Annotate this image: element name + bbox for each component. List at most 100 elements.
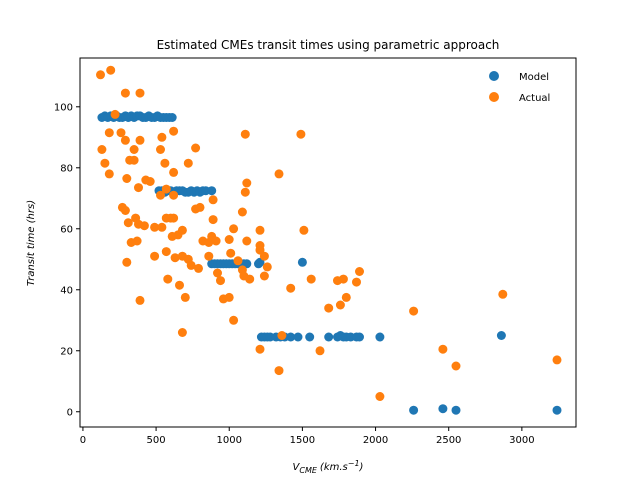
x-tick-label-3000: 3000 [509,435,534,446]
point-actual-31 [208,195,218,205]
x-axis-ticks: 0 500 1000 1500 2000 2500 3000 [80,427,535,446]
point-actual-4 [135,88,145,98]
point-actual-6 [100,158,110,168]
point-actual-69 [226,248,236,258]
x-tick-label-1500: 1500 [290,435,315,446]
legend-marker-model [489,71,499,81]
point-actual-26 [169,190,179,200]
point-actual-38 [139,221,149,231]
point-actual-98 [277,331,287,340]
point-actual-83 [229,315,239,325]
point-actual-16 [134,183,143,193]
point-actual-75 [237,207,247,217]
point-actual-5 [97,145,107,154]
point-actual-107 [409,306,419,316]
x-tick-label-500: 500 [147,435,166,446]
point-actual-32 [240,129,250,139]
point-actual-96 [255,344,265,354]
point-actual-3 [120,88,130,98]
point-actual-95 [315,346,325,356]
point-actual-68 [224,292,234,302]
point-actual-2 [110,109,120,119]
point-actual-87 [259,251,269,261]
point-actual-111 [552,355,562,365]
point-actual-70 [224,235,234,244]
point-actual-94 [306,274,316,284]
point-actual-9 [116,128,126,138]
point-actual-102 [338,274,348,284]
point-actual-14 [129,145,139,154]
x-axis-label-sub: CME [299,466,317,475]
y-tick-label-20: 20 [60,346,73,357]
point-actual-62 [208,215,218,225]
point-actual-45 [157,222,167,232]
y-axis-label: Transit time (hrs) [26,200,37,286]
point-actual-54 [170,253,180,263]
x-axis-label: VCME (km.s−1) [293,459,364,475]
point-actual-81 [180,292,190,302]
point-actual-90 [274,169,284,179]
point-actual-22 [169,126,179,136]
x-tick-label-2000: 2000 [363,435,388,446]
legend-marker-actual [489,92,499,102]
point-actual-13 [129,155,139,165]
x-axis-label-main: V [293,462,301,473]
point-actual-51 [167,231,177,241]
y-tick-label-60: 60 [60,224,73,235]
point-model-42 [207,186,217,196]
y-tick-label-40: 40 [60,285,73,296]
point-actual-80 [175,280,184,290]
point-model-78 [496,331,506,340]
y-tick-label-0: 0 [67,407,73,418]
point-actual-40 [126,238,136,247]
point-actual-103 [341,292,351,302]
point-actual-71 [229,224,239,234]
point-actual-88 [262,262,272,272]
point-actual-57 [186,260,196,270]
point-actual-109 [451,361,461,371]
point-actual-21 [160,158,170,168]
point-actual-106 [375,392,385,401]
point-actual-20 [156,145,165,154]
point-actual-52 [161,247,171,257]
point-actual-108 [438,344,448,354]
x-tick-label-1000: 1000 [217,435,242,446]
point-actual-25 [161,184,171,194]
point-actual-89 [259,271,269,281]
point-model-24 [167,113,177,122]
point-actual-72 [233,256,243,266]
x-tick-label-0: 0 [80,435,86,446]
point-model-77 [375,332,385,342]
point-actual-15 [135,135,145,145]
x-axis-label-sup: −1 [348,459,360,468]
point-actual-79 [242,178,252,188]
point-actual-42 [122,257,132,267]
point-actual-77 [242,236,252,246]
point-actual-91 [296,129,306,139]
y-axis-ticks: 0 20 40 60 80 100 [54,102,80,418]
point-actual-93 [286,283,296,293]
point-actual-0 [96,70,105,80]
plot-frame [79,57,577,428]
point-actual-105 [355,267,364,276]
point-actual-92 [299,225,309,235]
point-actual-23 [169,167,179,177]
point-actual-58 [194,263,203,273]
point-actual-65 [213,268,222,278]
legend: Model Actual [489,71,550,104]
point-model-82 [552,405,562,415]
point-actual-84 [255,225,265,235]
point-actual-11 [122,174,132,183]
legend-label-model: Model [519,72,549,83]
point-model-76 [355,332,364,342]
point-model-66 [286,332,296,342]
point-actual-76 [240,187,250,197]
point-model-81 [451,405,461,415]
point-actual-27 [183,158,193,168]
y-tick-label-100: 100 [54,102,73,113]
point-actual-35 [123,218,133,228]
point-actual-7 [104,128,114,138]
point-actual-24 [156,190,165,200]
point-model-69 [324,332,334,342]
